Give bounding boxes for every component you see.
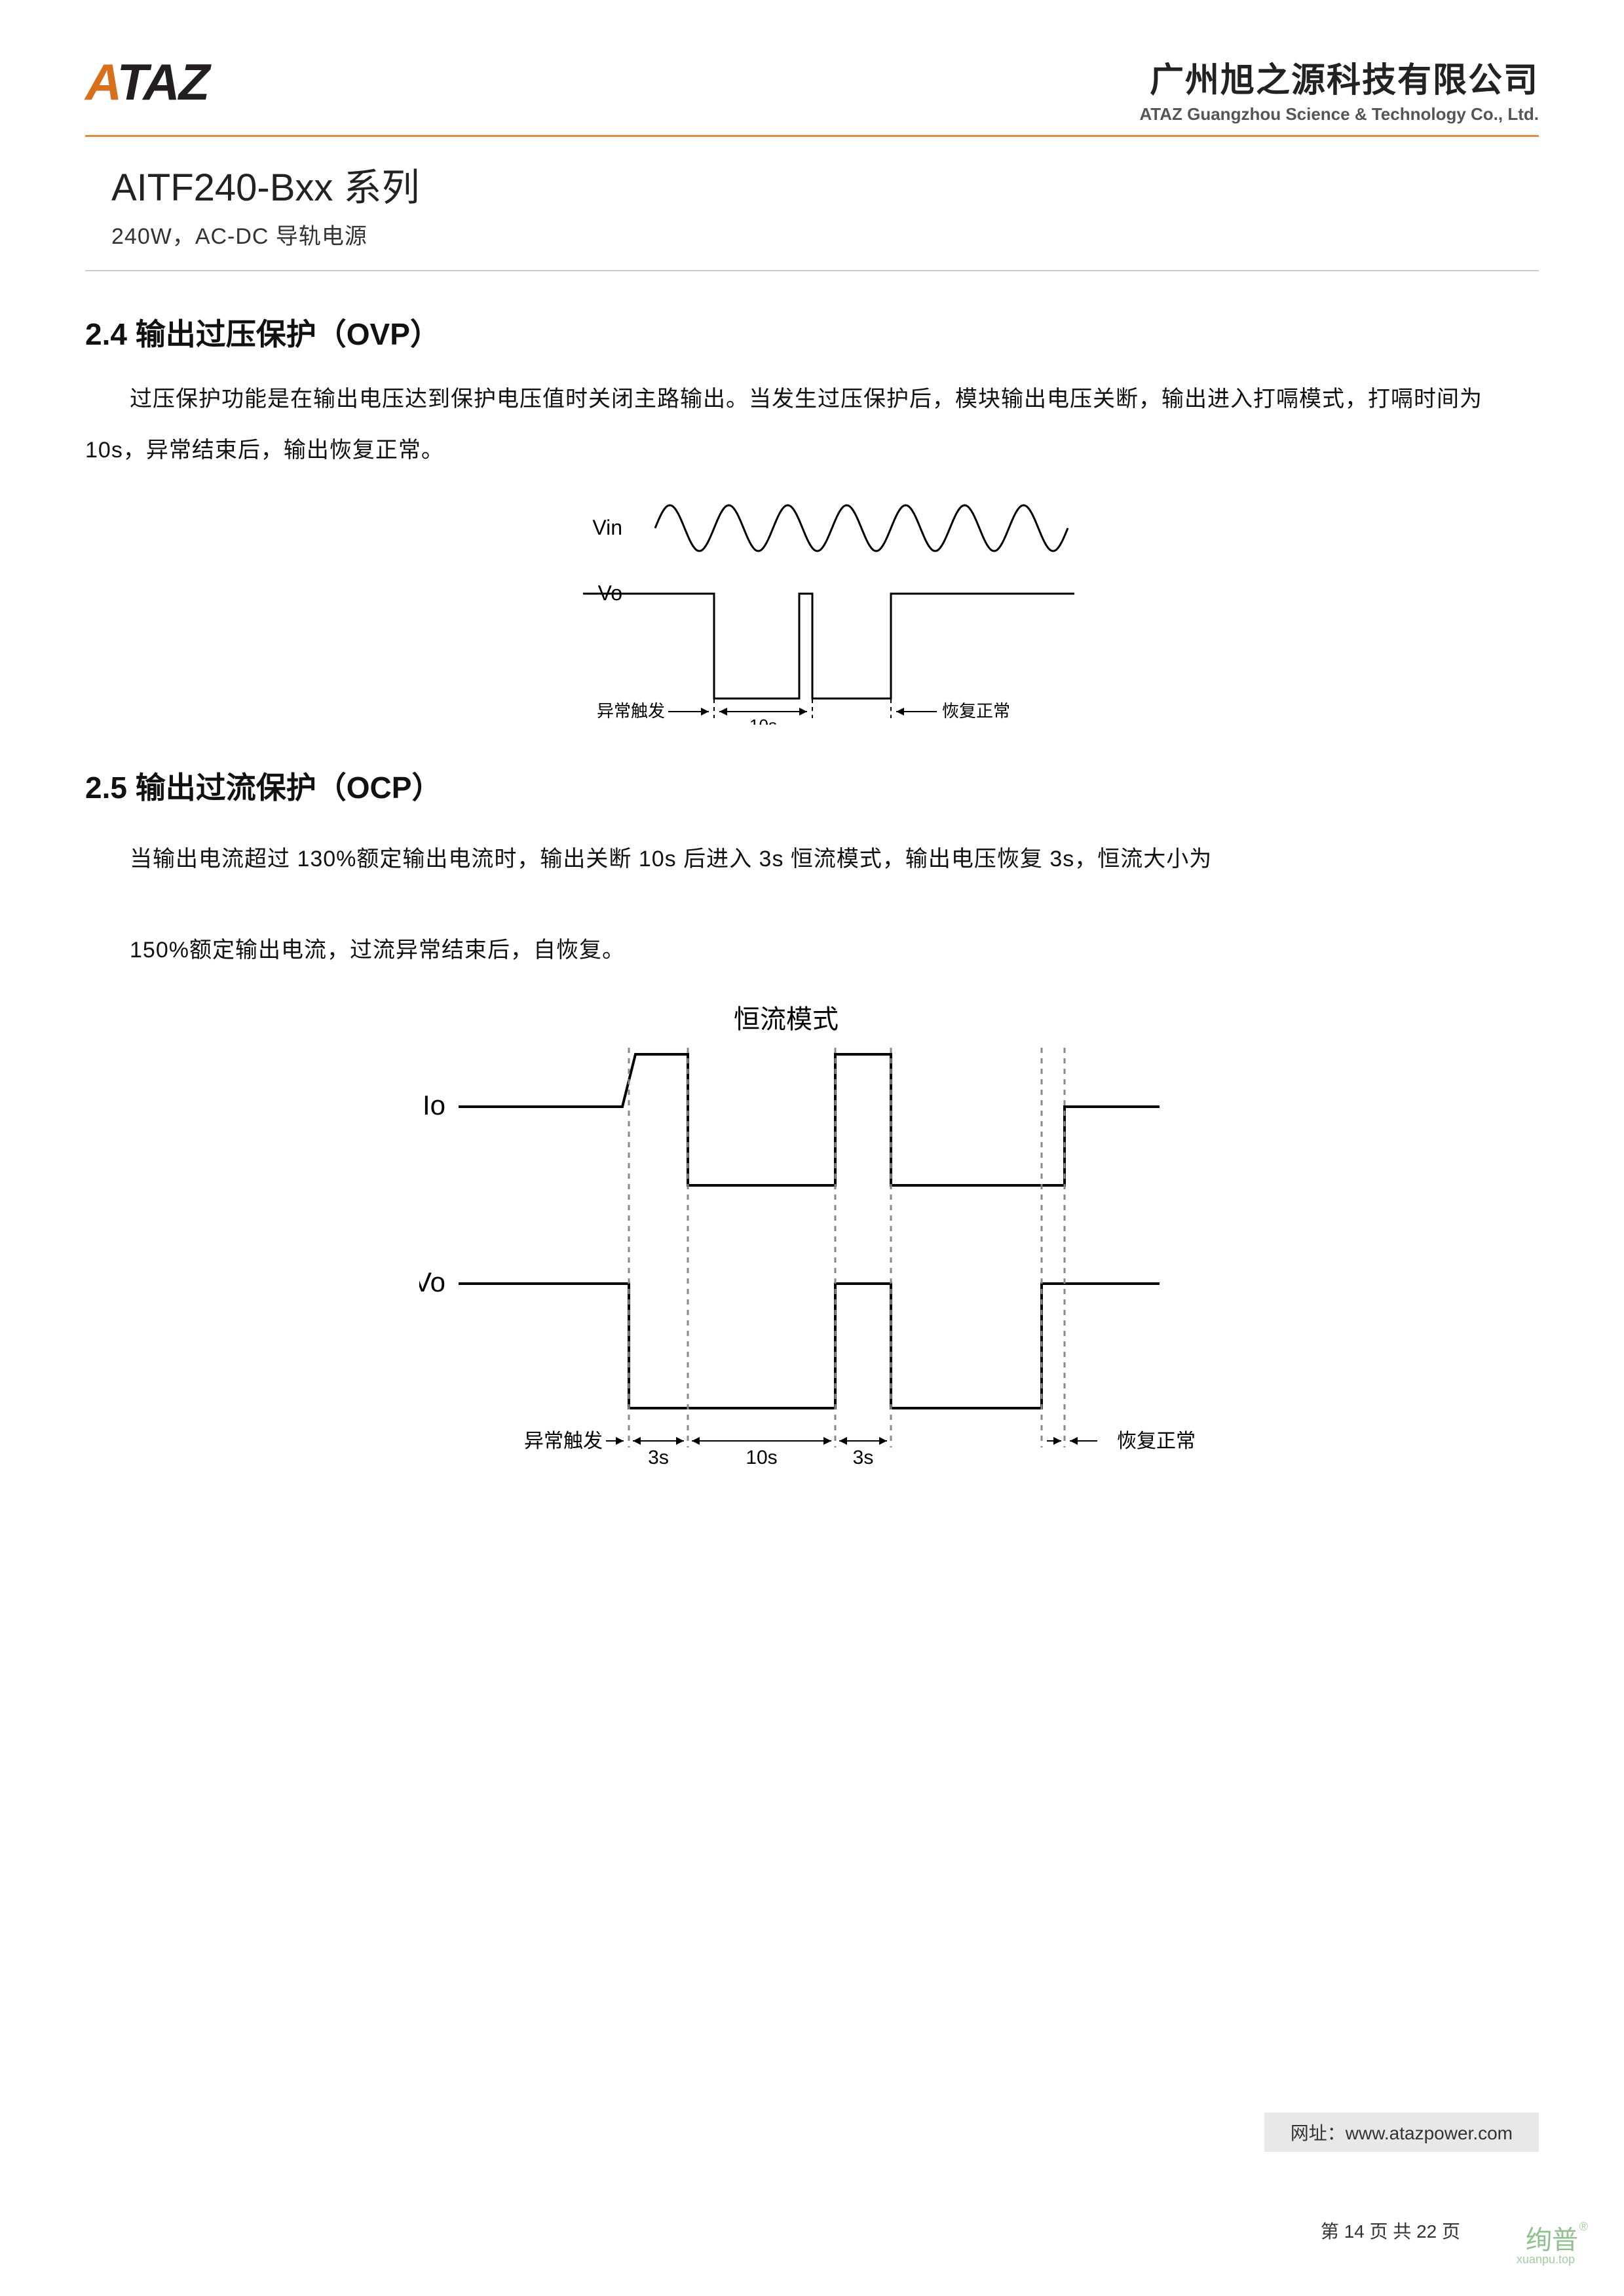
watermark-text: 绚普 <box>1526 2219 1578 2257</box>
svg-text:恢复正常: 恢复正常 <box>942 701 1010 721</box>
footer-bar: 网址：www.atazpower.com <box>0 2113 1624 2152</box>
svg-text:异常触发: 异常触发 <box>524 1430 603 1452</box>
svg-text:Vo: Vo <box>597 581 622 605</box>
ocp-timing-diagram: 恒流模式 Io Vo 异常触发 3s 10s 3s 恢复正常 <box>419 1002 1205 1500</box>
section-25-paragraph-2: 150%额定输出电流，过流异常结束后，自恢复。 <box>85 925 1539 976</box>
svg-text:Io: Io <box>422 1090 445 1120</box>
series-divider <box>85 270 1539 271</box>
svg-text:Vin: Vin <box>592 516 622 539</box>
section-25-heading: 2.5 输出过流保护（OCP） <box>85 764 1539 807</box>
svg-text:恒流模式: 恒流模式 <box>734 1005 839 1034</box>
svg-text:3s: 3s <box>852 1447 873 1468</box>
brand-logo: ATAZ <box>85 52 208 112</box>
svg-text:异常触发: 异常触发 <box>596 701 664 721</box>
svg-text:3s: 3s <box>648 1447 669 1468</box>
header-divider <box>85 135 1539 137</box>
section-25-paragraph-1: 当输出电流超过 130%额定输出电流时，输出关断 10s 后进入 3s 恒流模式… <box>85 833 1539 885</box>
svg-text:Vo: Vo <box>419 1267 445 1297</box>
watermark-url: xuanpu.top <box>1517 2253 1575 2267</box>
footer-url: 网址：www.atazpower.com <box>1264 2113 1539 2152</box>
page-number: 第 14 页 共 22 页 <box>1321 2217 1460 2244</box>
svg-text:恢复正常: 恢复正常 <box>1117 1430 1196 1452</box>
svg-text:10s: 10s <box>746 1447 777 1468</box>
ovp-timing-diagram: Vin Vo 异常触发 10s 恢复正常 <box>518 489 1107 725</box>
series-subtitle: 240W，AC-DC 导轨电源 <box>111 218 1539 250</box>
section-24-heading: 2.4 输出过压保护（OVP） <box>85 311 1539 354</box>
company-block: 广州旭之源科技有限公司 ATAZ Guangzhou Science & Tec… <box>1139 52 1539 124</box>
watermark-reg: ® <box>1579 2220 1588 2234</box>
series-title: AITF240-Bxx 系列 <box>111 157 1539 212</box>
series-block: AITF240-Bxx 系列 240W，AC-DC 导轨电源 <box>111 157 1539 250</box>
svg-text:10s: 10s <box>749 716 777 725</box>
company-name-cn: 广州旭之源科技有限公司 <box>1139 52 1539 102</box>
section-24-paragraph: 过压保护功能是在输出电压达到保护电压值时关闭主路输出。当发生过压保护后，模块输出… <box>85 373 1539 476</box>
page-header: ATAZ 广州旭之源科技有限公司 ATAZ Guangzhou Science … <box>85 52 1539 131</box>
company-name-en: ATAZ Guangzhou Science & Technology Co.,… <box>1139 104 1539 124</box>
